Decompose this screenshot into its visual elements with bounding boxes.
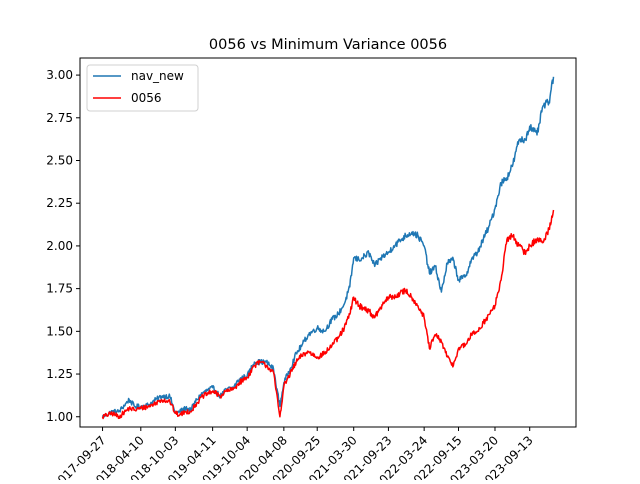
y-tick-label: 1.00: [46, 410, 73, 424]
legend-label: nav_new: [131, 69, 184, 83]
x-axis: 2017-09-272018-04-102018-10-032019-04-11…: [49, 427, 536, 484]
y-tick-label: 1.75: [46, 282, 73, 296]
y-axis: 1.00 1.25 1.50 1.75 2.00 2.25 2.50 2.75 3.00: [46, 68, 80, 424]
y-tick-label: 2.50: [46, 154, 73, 168]
legend-label: 0056: [131, 91, 162, 105]
y-tick-label: 1.50: [46, 324, 73, 338]
legend: nav_new 0056: [86, 64, 199, 112]
chart-title: 0056 vs Minimum Variance 0056: [209, 37, 447, 53]
y-tick-label: 2.00: [46, 239, 73, 253]
plot-area: [79, 57, 577, 428]
series-line-0056: [101, 209, 555, 420]
y-tick-label: 1.25: [46, 367, 73, 381]
y-tick-label: 3.00: [46, 68, 73, 82]
series-line-nav_new: [101, 76, 555, 419]
y-tick-label: 2.25: [46, 196, 73, 210]
series-layer: [101, 76, 555, 420]
y-tick-label: 2.75: [46, 111, 73, 125]
